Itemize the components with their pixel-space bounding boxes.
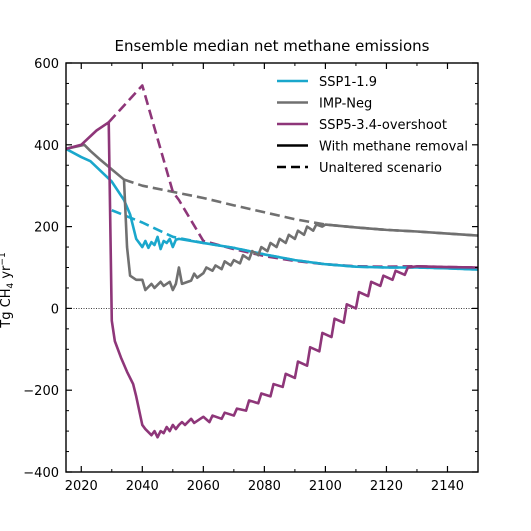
legend-label: With methane removal xyxy=(319,140,468,155)
x-tick-label: 2120 xyxy=(370,479,403,494)
y-axis-label-sup: −1 xyxy=(0,252,8,265)
series-line-ssp1-1-9-unaltered xyxy=(111,209,478,271)
y-tick-label: 0 xyxy=(51,302,59,317)
x-tick-label: 2080 xyxy=(248,479,281,494)
y-tick-label: −200 xyxy=(23,384,59,399)
legend: SSP1-1.9 IMP-Neg SSP5-3.4-overshoot With me… xyxy=(277,75,468,176)
y-axis-label-rest: yr xyxy=(0,265,14,283)
legend-label: SSP5-3.4-overshoot xyxy=(319,118,447,133)
x-tick-label: 2100 xyxy=(309,479,342,494)
y-tick-label: 400 xyxy=(34,139,59,154)
x-tick-label: 2040 xyxy=(126,479,159,494)
y-tick-label: 200 xyxy=(34,221,59,236)
series-line-imp-neg-unaltered xyxy=(123,178,478,237)
y-axis-label-sub: 4 xyxy=(6,283,16,289)
legend-label: IMP-Neg xyxy=(319,97,372,112)
legend-label: SSP1-1.9 xyxy=(319,75,377,90)
y-axis-label: Tg CH4 yr−1 xyxy=(0,252,16,328)
series-line-imp-neg-with-removal xyxy=(66,143,478,292)
series-group xyxy=(66,84,478,439)
series-line-ssp1-1-9-with-removal xyxy=(66,147,478,271)
legend-label: Unaltered scenario xyxy=(319,161,442,176)
x-tick-label: 2060 xyxy=(187,479,220,494)
x-tick-label: 2140 xyxy=(431,479,464,494)
y-axis-label-main: Tg CH xyxy=(0,289,14,329)
series-line-ssp5-3-4-overshoot-with-removal xyxy=(66,121,478,439)
y-tick-label: 600 xyxy=(34,57,59,72)
plot-area: 2020 2040 2060 2080 2100 2120 2140 −400 −200 0 200… xyxy=(23,57,479,494)
y-tick-label: −400 xyxy=(23,466,59,481)
x-tick-label: 2020 xyxy=(65,479,98,494)
chart-title: Ensemble median net methane emissions xyxy=(115,37,430,55)
